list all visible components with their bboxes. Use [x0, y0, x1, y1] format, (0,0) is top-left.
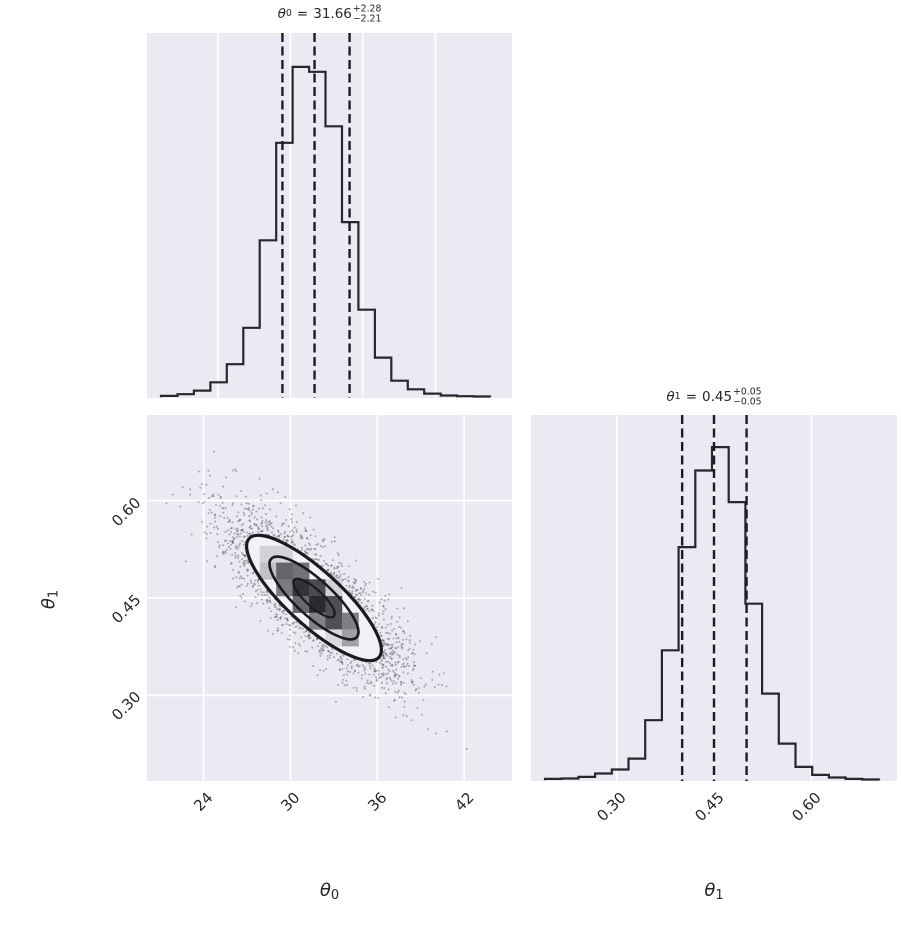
x-tick-label-theta0-30: 30	[277, 788, 304, 815]
x-axis-theta1-symbol: θ	[704, 880, 716, 901]
theta1-title: θ 1 = 0.45 +0.05 −0.05	[531, 386, 897, 408]
x-tick-label-theta1-0.45: 0.45	[690, 788, 728, 825]
y-axis-label-theta1: θ1	[39, 580, 62, 620]
theta0-histogram-panel	[147, 33, 512, 398]
theta1-title-value: 0.45	[702, 388, 733, 405]
y-tick-label-theta1-0.30: 0.30	[107, 688, 145, 725]
theta1-title-equals: =	[685, 388, 698, 405]
theta0-title-value: 31.66	[313, 5, 352, 22]
x-axis-theta0-subscript: 0	[330, 888, 340, 903]
theta1-title-upper-error: +0.05	[733, 386, 762, 398]
theta1-title-errors: +0.05 −0.05	[733, 386, 762, 408]
x-axis-theta0-symbol: θ	[319, 880, 331, 901]
y-axis-theta1-symbol: θ	[38, 598, 60, 610]
density-cells	[259, 545, 359, 647]
y-tick-label-theta1-0.45: 0.45	[107, 590, 145, 628]
theta0-histogram-canvas	[147, 33, 512, 398]
theta0-title-errors: +2.28 −2.21	[352, 3, 382, 25]
theta1-title-subscript: 1	[674, 391, 681, 402]
y-axis-theta1-subscript: 1	[46, 589, 62, 599]
theta1-histogram-panel	[531, 415, 897, 781]
theta0-title-lower-error: −2.21	[352, 13, 382, 25]
theta0-title: θ 0 = 31.66 +2.28 −2.21	[147, 3, 512, 25]
x-axis-label-theta0: θ0	[147, 880, 512, 903]
x-tick-label-theta1-0.30: 0.30	[593, 788, 630, 825]
x-tick-label-theta0-42: 42	[451, 788, 478, 815]
x-tick-label-theta0-24: 24	[190, 788, 217, 815]
theta0-title-subscript: 0	[285, 8, 292, 19]
contour-level-1	[268, 555, 360, 641]
theta0-title-equals: =	[296, 5, 309, 22]
theta0-title-upper-error: +2.28	[352, 3, 382, 15]
joint-scatter-contour-panel	[147, 415, 512, 781]
joint-canvas	[147, 415, 512, 781]
contour-level-0	[244, 533, 383, 663]
histogram-step-line	[159, 65, 492, 398]
x-axis-label-theta1: θ1	[531, 880, 897, 903]
panel-background	[147, 33, 512, 398]
theta1-title-symbol: θ	[666, 388, 675, 405]
x-tick-label-theta1-0.60: 0.60	[788, 788, 825, 825]
contour-level-2	[292, 577, 336, 619]
x-axis-theta1-subscript: 1	[715, 888, 724, 903]
x-tick-label-theta0-36: 36	[364, 788, 391, 815]
histogram-step-line	[543, 446, 881, 781]
y-tick-label-theta1-0.60: 0.60	[107, 493, 145, 530]
theta1-histogram-canvas	[531, 415, 897, 781]
theta0-title-symbol: θ	[277, 5, 286, 22]
theta1-title-lower-error: −0.05	[733, 396, 762, 408]
